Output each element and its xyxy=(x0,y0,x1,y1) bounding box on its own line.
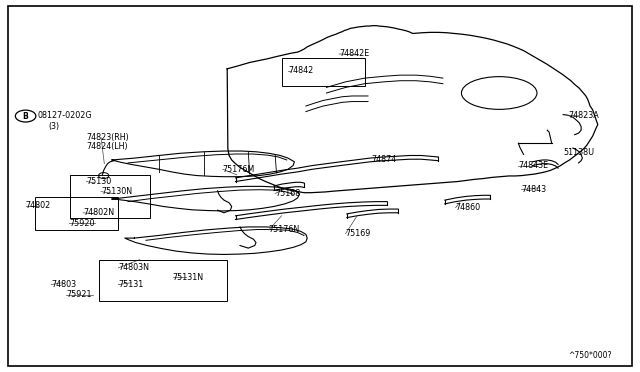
Text: 74802N: 74802N xyxy=(83,208,115,217)
Text: 75168: 75168 xyxy=(275,189,300,198)
Text: 74842E: 74842E xyxy=(339,49,369,58)
Text: 74823(RH): 74823(RH) xyxy=(86,133,129,142)
Text: 75130: 75130 xyxy=(86,177,111,186)
Text: 74824(LH): 74824(LH) xyxy=(86,142,128,151)
Bar xyxy=(99,260,227,301)
Text: 74803: 74803 xyxy=(51,280,76,289)
Text: 75921: 75921 xyxy=(66,290,92,299)
Bar xyxy=(35,197,118,230)
Text: B: B xyxy=(23,112,28,121)
Text: 75131: 75131 xyxy=(118,280,143,289)
Text: 75920: 75920 xyxy=(69,219,95,228)
Text: 74803N: 74803N xyxy=(118,263,149,272)
Text: (3): (3) xyxy=(48,122,59,131)
Text: 75176N: 75176N xyxy=(269,225,300,234)
Text: 74823A: 74823A xyxy=(568,111,599,120)
Text: 74874: 74874 xyxy=(371,155,396,164)
Text: 51138U: 51138U xyxy=(563,148,595,157)
Text: 74842: 74842 xyxy=(288,66,313,75)
Text: 75131N: 75131N xyxy=(173,273,204,282)
Bar xyxy=(70,175,150,218)
Text: 75176M: 75176M xyxy=(223,165,255,174)
Text: 08127-0202G: 08127-0202G xyxy=(37,111,92,120)
Text: 74843: 74843 xyxy=(522,185,547,194)
Text: 75130N: 75130N xyxy=(101,187,132,196)
Text: ^750*000?: ^750*000? xyxy=(568,351,611,360)
Bar xyxy=(282,58,365,86)
Text: 74802: 74802 xyxy=(26,201,51,210)
Text: 74860: 74860 xyxy=(456,203,481,212)
Text: 74843E: 74843E xyxy=(518,161,548,170)
Text: 75169: 75169 xyxy=(346,229,371,238)
